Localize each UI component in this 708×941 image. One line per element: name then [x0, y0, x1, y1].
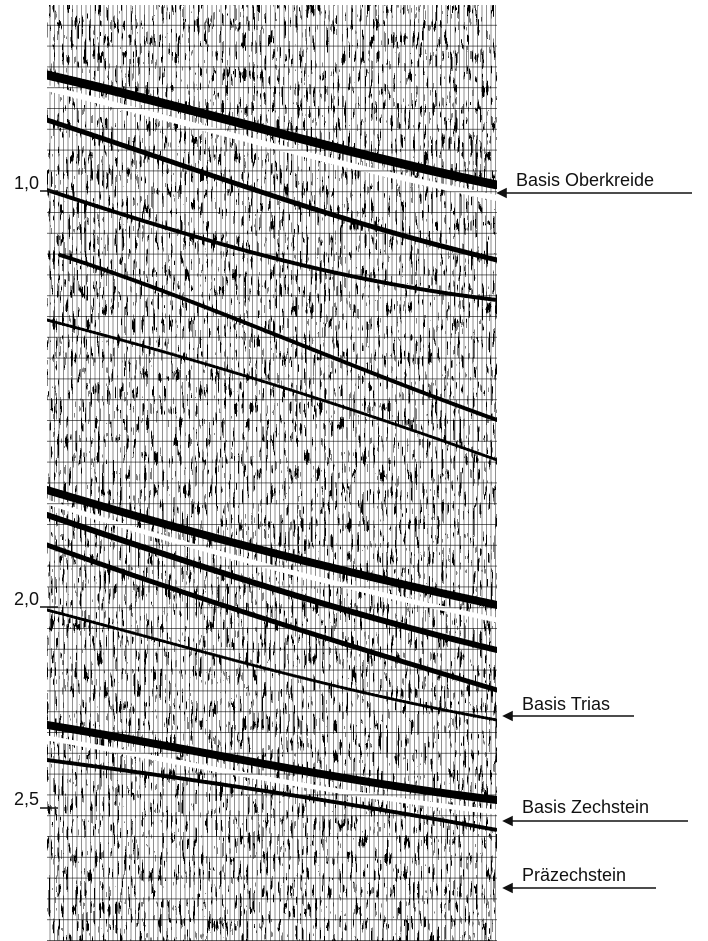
horizon-label: Basis Trias [522, 694, 610, 714]
horizon-label: Präzechstein [522, 865, 626, 885]
time-label: 1,0 [14, 173, 39, 193]
seismic-section [47, 5, 497, 941]
horizon-arrow [502, 710, 513, 722]
horizon-label: Basis Oberkreide [516, 170, 654, 190]
time-ticks [40, 190, 58, 809]
horizon-arrow [502, 815, 513, 827]
horizon-label: Basis Zechstein [522, 797, 649, 817]
horizon-arrow [502, 882, 513, 894]
horizon-arrow [496, 187, 507, 199]
time-label: 2,0 [14, 589, 39, 609]
horizon-markers [496, 187, 692, 894]
time-label: 2,5 [14, 789, 39, 809]
